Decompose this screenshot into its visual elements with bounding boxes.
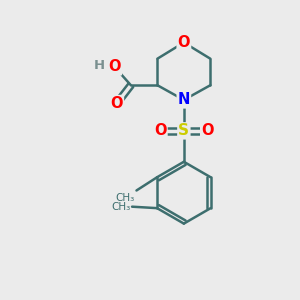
Text: CH₃: CH₃ <box>116 193 135 203</box>
Text: O: O <box>154 123 167 138</box>
Text: CH₃: CH₃ <box>111 202 130 212</box>
Text: O: O <box>178 35 190 50</box>
Text: H: H <box>94 59 105 72</box>
Text: O: O <box>108 59 121 74</box>
Text: O: O <box>201 123 214 138</box>
Text: O: O <box>110 96 123 111</box>
Text: N: N <box>178 92 190 107</box>
Text: S: S <box>178 123 189 138</box>
